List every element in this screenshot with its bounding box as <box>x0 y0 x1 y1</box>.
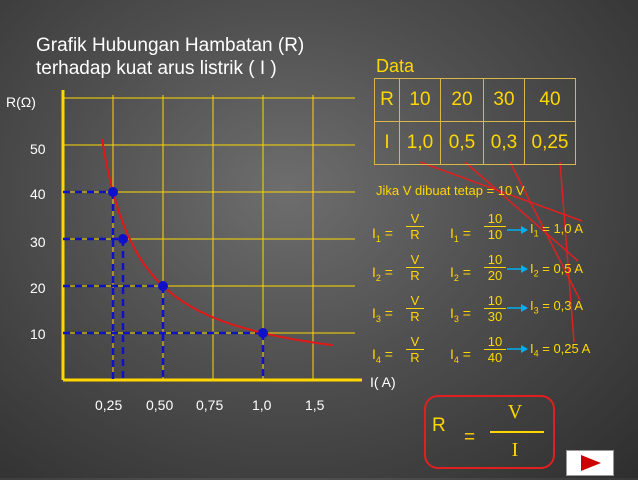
data-heading: Data <box>376 56 415 76</box>
table-cell: 0,25 <box>524 121 576 165</box>
table-cell: I <box>374 121 400 165</box>
formula-numerator: V <box>507 401 523 423</box>
x-tick-label: 1,5 <box>305 397 325 413</box>
y-tick-label: 40 <box>30 186 46 202</box>
chart-title: Grafik Hubungan Hambatan (R) terhadap ku… <box>36 34 304 80</box>
guide-lines <box>63 190 265 380</box>
value-fraction: 10 40 <box>484 334 506 365</box>
calc-arrows <box>419 161 583 353</box>
axes <box>61 90 362 382</box>
grid <box>63 95 355 380</box>
x-tick-label: 0,75 <box>196 397 224 413</box>
data-point <box>108 187 118 197</box>
calc-arrow-head <box>521 226 528 234</box>
current-symbol: I4 = <box>372 346 393 365</box>
table-cell: 0,5 <box>440 121 484 165</box>
current-symbol: I1 = <box>372 225 393 244</box>
x-tick-label: 0,25 <box>95 397 123 413</box>
table-cell: 20 <box>440 78 484 122</box>
formula-lhs: R <box>432 415 446 436</box>
value-fraction: 10 30 <box>484 293 506 324</box>
data-points <box>108 187 268 338</box>
y-tick-label: 10 <box>30 326 46 342</box>
current-symbol: I2 = <box>450 264 471 283</box>
table-row: I 1,0 0,5 0,3 0,25 <box>374 121 576 165</box>
value-fraction: 10 10 <box>484 211 506 242</box>
data-point <box>118 234 128 244</box>
data-point <box>158 281 168 291</box>
calc-result: I4 = 0,25 A <box>530 341 591 359</box>
y-tick-label: 50 <box>30 141 46 157</box>
table-cell: 40 <box>524 78 576 122</box>
data-table: R 10 20 30 40 I 1,0 0,5 0,3 0,25 <box>374 78 576 165</box>
curve-line <box>101 138 334 347</box>
calc-arrow-head <box>521 345 528 353</box>
calc-result: I3 = 0,3 A <box>530 298 584 316</box>
fraction-bar <box>490 431 544 433</box>
next-slide-button[interactable] <box>566 450 614 476</box>
formula-equals: = <box>464 427 476 448</box>
table-row: R 10 20 30 40 <box>374 78 576 122</box>
calc-arrow-head <box>521 304 528 312</box>
link-line <box>464 161 579 262</box>
play-arrow-icon <box>581 455 601 471</box>
value-fraction: 10 20 <box>484 252 506 283</box>
calc-result: I2 = 0,5 A <box>530 261 584 279</box>
constant-voltage-note: Jika V dibuat tetap = 10 V <box>376 183 525 198</box>
x-axis-label: I( A) <box>370 374 396 390</box>
current-symbol: I1 = <box>450 225 471 244</box>
x-tick-label: 1,0 <box>252 397 272 413</box>
x-tick-label: 0,50 <box>146 397 174 413</box>
link-line <box>419 161 583 222</box>
y-tick-label: 30 <box>30 234 46 250</box>
current-symbol: I3 = <box>450 305 471 324</box>
current-symbol: I3 = <box>372 305 393 324</box>
table-cell: 10 <box>399 78 441 122</box>
y-axis-label: R(Ω) <box>6 94 36 110</box>
formula-denominator: I <box>511 439 519 461</box>
data-point <box>258 328 268 338</box>
calc-arrow-head <box>521 265 528 273</box>
current-symbol: I4 = <box>450 346 471 365</box>
title-line-2: terhadap kuat arus listrik ( I ) <box>36 58 277 79</box>
link-line <box>559 161 575 343</box>
table-cell: 0,3 <box>483 121 525 165</box>
title-line-1: Grafik Hubungan Hambatan (R) <box>36 35 305 56</box>
table-cell: R <box>374 78 400 122</box>
y-tick-label: 20 <box>30 280 46 296</box>
current-symbol: I2 = <box>372 264 393 283</box>
ohm-formula-box: R = V I <box>424 395 555 469</box>
table-cell: 30 <box>483 78 525 122</box>
calc-result: I1 = 1,0 A <box>530 221 584 239</box>
table-cell: 1,0 <box>399 121 441 165</box>
